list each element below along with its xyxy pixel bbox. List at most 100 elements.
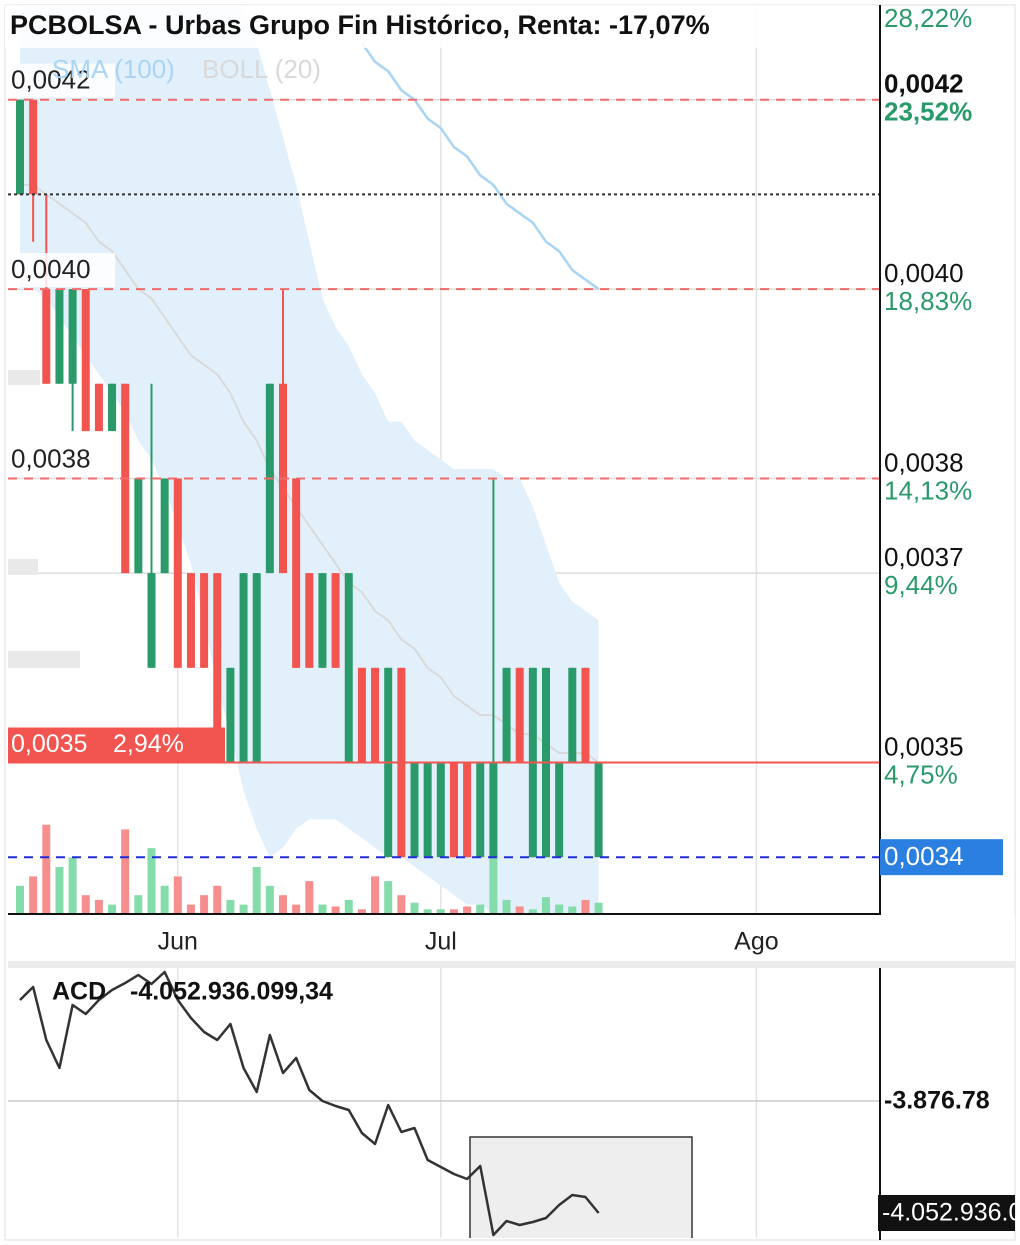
left-tick-label: 0,0042 [11, 65, 91, 95]
volume-bar [265, 885, 274, 914]
volume-bar [292, 904, 301, 914]
candle-body [108, 383, 117, 432]
x-tick-label: Ago [734, 928, 778, 956]
acd-line [19, 970, 600, 1237]
pane-divider [8, 961, 1015, 968]
volume-bar [173, 876, 182, 914]
y-tick-label: 0,0035 [884, 731, 964, 761]
y-tick-label: 0,0037 [884, 542, 964, 572]
volume-bar [108, 904, 117, 914]
y-tick-change: 18,83% [884, 286, 972, 316]
last-price-box [8, 727, 225, 763]
reference-label-box [880, 839, 1003, 876]
volume-bar [542, 897, 550, 914]
left-tick-box [8, 442, 115, 477]
y-tick-label: -3.876.78 [884, 1087, 990, 1115]
candle-body [42, 289, 51, 384]
volume-bar [160, 885, 169, 914]
candle-body [515, 667, 524, 763]
candle-body [449, 762, 458, 858]
volume-bar [147, 848, 156, 914]
acd-title: ACD [52, 978, 106, 1006]
bollinger-middle [20, 183, 600, 764]
volume-bar [94, 899, 103, 914]
candle-body [594, 762, 603, 858]
volume-bar [410, 902, 419, 914]
candle-body [239, 573, 248, 763]
labels: PCBOLSA - Urbas Grupo Fin Histórico, Ren… [5, 3, 1015, 1232]
y-tick-change: 14,13% [884, 475, 972, 505]
acd-plot [19, 970, 693, 1238]
sma-line [360, 42, 600, 291]
volume-bar [449, 909, 458, 914]
volume-bar [423, 909, 432, 914]
candle-body [200, 573, 209, 668]
candle-body [16, 99, 24, 195]
chart-title: PCBOLSA - Urbas Grupo Fin Histórico, Ren… [10, 10, 710, 40]
volume-bar [68, 857, 77, 914]
bollinger-band [20, 5, 599, 914]
candle-body [502, 667, 511, 763]
volume-bar [42, 824, 51, 914]
candle-body [252, 573, 261, 763]
candle-body [305, 573, 314, 668]
volume-bar [226, 899, 235, 914]
top-change-label: 28,22% [884, 3, 972, 33]
volume-bar [331, 906, 340, 914]
volume-bar [463, 906, 472, 914]
candle-body [68, 289, 77, 384]
candle-body [476, 762, 485, 858]
y-tick-change: 23,52% [884, 97, 972, 127]
candle-body [186, 573, 195, 668]
candle-body [173, 478, 182, 668]
candle-body [489, 762, 498, 858]
candle-body [213, 573, 222, 763]
candle-body [344, 573, 353, 763]
volume-bar [200, 895, 209, 914]
x-tick-label: Jun [158, 928, 198, 956]
candle-body [55, 289, 64, 384]
volume-bar [318, 904, 327, 914]
candle-body [410, 762, 419, 858]
volume-bar [528, 909, 537, 914]
y-tick-label: 0,0042 [884, 69, 964, 99]
candle-body [463, 762, 472, 858]
volume-bar [594, 902, 603, 914]
legend-label: BOLL (20) [202, 54, 321, 84]
volume-bar [581, 899, 590, 914]
candle-body [29, 99, 38, 195]
volume-bar [489, 857, 498, 914]
candle-body [331, 573, 340, 668]
volume-bar [121, 829, 130, 914]
candle-body [134, 478, 143, 574]
reference-label: 0,0034 [884, 841, 964, 871]
left-tick-label: 0,0038 [11, 443, 91, 473]
volume-bar [344, 899, 353, 914]
candle-body [226, 667, 235, 763]
volume-bar [29, 876, 38, 914]
candle-body [147, 573, 156, 668]
main-plot [8, 5, 880, 914]
candle-body [318, 573, 327, 668]
y-tick-change: 9,44% [884, 570, 958, 600]
left-tick-box [8, 253, 115, 288]
candle-body [292, 478, 301, 668]
left-tick-label: 0,0040 [11, 254, 91, 284]
x-tick-label: Jul [425, 928, 457, 956]
volume-bar [81, 895, 90, 914]
volume-bar [515, 906, 524, 914]
volume-bar [305, 881, 314, 914]
candle-body [94, 383, 103, 432]
y-tick-change: 4,75% [884, 759, 958, 789]
candle-body [81, 289, 90, 432]
y-tick-label: 0,0038 [884, 447, 964, 477]
x-axis-band [8, 915, 1015, 965]
volume-bar [357, 909, 366, 914]
hidden-marker [8, 559, 38, 575]
volume-bar [239, 904, 248, 914]
title-background [5, 5, 875, 48]
candle-body [436, 762, 445, 858]
volume-bar [384, 881, 393, 914]
